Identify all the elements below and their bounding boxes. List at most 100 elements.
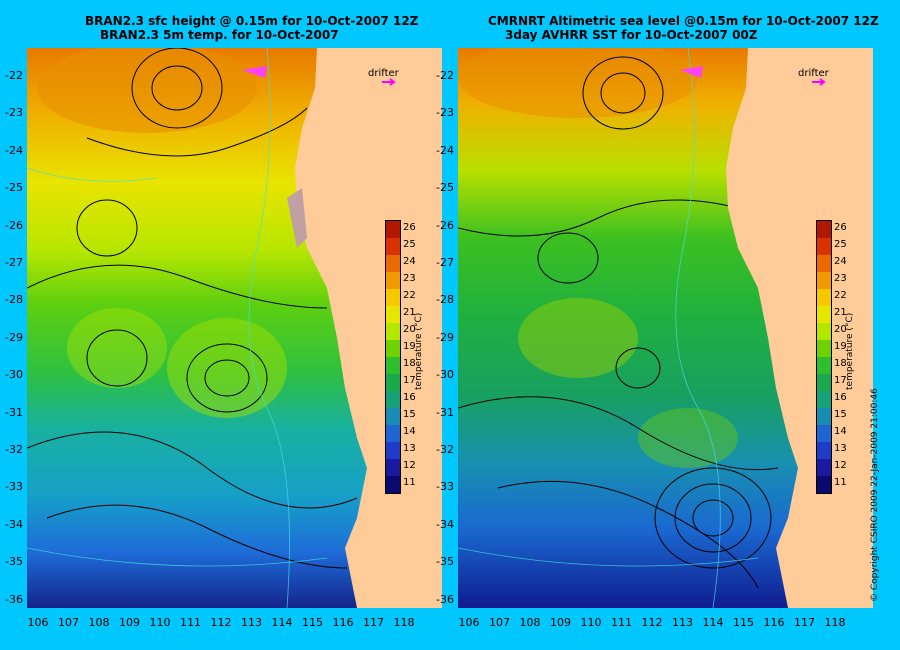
- latitude-tick-label: -34: [5, 517, 23, 531]
- colorbar-segment: [386, 425, 400, 442]
- colorbar-segment: [386, 306, 400, 323]
- latitude-tick-label: -24: [436, 143, 454, 157]
- longitude-tick-label: 111: [180, 616, 201, 629]
- longitude-tick-label: 112: [641, 616, 663, 629]
- latitude-tick-label: -26: [436, 218, 454, 232]
- longitude-tick-label: 117: [794, 616, 815, 629]
- longitude-tick-label: 110: [149, 616, 171, 629]
- drifter-arrow-right: [812, 78, 826, 86]
- colorbar-tick-label: 18: [834, 358, 847, 369]
- latitude-tick-label: -35: [436, 555, 454, 569]
- colorbar-tick-label: 26: [834, 222, 847, 233]
- latitude-tick-label: -33: [436, 480, 454, 494]
- longitude-tick-label: 116: [763, 616, 785, 629]
- colorbar-segment: [817, 306, 831, 323]
- colorbar-tick-label: 11: [834, 477, 847, 488]
- longitude-tick-label: 118: [393, 616, 415, 629]
- latitude-tick-label: -25: [5, 181, 23, 195]
- latitude-tick-label: -30: [436, 368, 454, 382]
- left-title-line1: BRAN2.3 sfc height @ 0.15m for 10-Oct-20…: [85, 14, 419, 28]
- latitude-tick-label: -22: [5, 69, 23, 82]
- colorbar-tick-label: 17: [403, 375, 416, 386]
- longitude-tick-label: 113: [241, 616, 262, 629]
- longitude-tick-label: 108: [88, 616, 110, 629]
- longitude-tick-label: 106: [27, 616, 49, 629]
- latitude-tick-label: -24: [5, 143, 23, 157]
- longitude-tick-label: 109: [119, 616, 140, 629]
- copyright-note: © Copyright CSIRO 2009 22-Jan-2009 21:00…: [870, 388, 880, 602]
- colorbar-tick-label: 20: [403, 324, 416, 335]
- longitude-tick-label: 108: [519, 616, 541, 629]
- colorbar-segment: [386, 459, 400, 476]
- right-title-line2: 3day AVHRR SST for 10-Oct-2007 00Z: [505, 28, 758, 42]
- colorbar-tick-label: 26: [403, 222, 416, 233]
- longitude-tick-label: 106: [458, 616, 480, 629]
- colorbar-segment: [386, 442, 400, 459]
- colorbar-left: [385, 220, 401, 494]
- colorbar-segment: [386, 238, 400, 255]
- longitude-tick-label: 114: [702, 616, 724, 629]
- latitude-tick-label: -27: [5, 256, 23, 269]
- colorbar-segment: [386, 221, 400, 238]
- left-title-line2: BRAN2.3 5m temp. for 10-Oct-2007: [100, 28, 339, 42]
- colorbar-segment: [817, 374, 831, 391]
- colorbar-tick-label: 13: [403, 443, 416, 454]
- colorbar-segment: [817, 272, 831, 289]
- colorbar-segment: [386, 391, 400, 408]
- latitude-tick-label: -29: [5, 330, 23, 344]
- latitude-tick-label: -35: [5, 555, 23, 569]
- colorbar-segment: [817, 408, 831, 425]
- latitude-tick-label: -23: [5, 106, 23, 120]
- colorbar-tick-label: 15: [834, 409, 847, 420]
- longitude-tick-label: 111: [611, 616, 632, 629]
- latitude-tick-label: -36: [5, 592, 23, 606]
- colorbar-tick-label: 19: [403, 341, 416, 352]
- colorbar-tick-label: 23: [834, 273, 847, 284]
- colorbar-tick-label: 16: [403, 392, 416, 403]
- longitude-tick-label: 115: [302, 616, 323, 629]
- longitude-tick-label: 107: [489, 616, 510, 629]
- drifter-label-left: drifter: [368, 68, 399, 79]
- colorbar-tick-label: 22: [834, 290, 847, 301]
- longitude-tick-label: 116: [332, 616, 354, 629]
- longitude-tick-label: 110: [580, 616, 602, 629]
- latitude-tick-label: -31: [5, 405, 23, 419]
- colorbar-segment: [817, 391, 831, 408]
- colorbar-segment: [817, 238, 831, 255]
- colorbar-tick-label: 25: [834, 239, 847, 250]
- colorbar-tick-label: 20: [834, 324, 847, 335]
- colorbar-tick-label: 14: [403, 426, 416, 437]
- latitude-tick-label: -28: [436, 293, 454, 307]
- latitude-tick-label: -25: [436, 181, 454, 195]
- longitude-tick-label: 118: [824, 616, 846, 629]
- colorbar-tick-label: 13: [834, 443, 847, 454]
- colorbar-segment: [817, 289, 831, 306]
- colorbar-segment: [817, 255, 831, 272]
- colorbar-tick-label: 12: [834, 460, 847, 471]
- colorbar-tick-label: 18: [403, 358, 416, 369]
- colorbar-segment: [386, 272, 400, 289]
- colorbar-tick-label: 23: [403, 273, 416, 284]
- colorbar-tick-label: 22: [403, 290, 416, 301]
- colorbar-segment: [817, 425, 831, 442]
- latitude-tick-label: -32: [5, 443, 23, 456]
- right-sst-map: [458, 48, 873, 608]
- latitude-tick-label: -33: [5, 480, 23, 494]
- colorbar-segment: [817, 221, 831, 238]
- longitude-tick-label: 117: [363, 616, 384, 629]
- latitude-tick-label: -23: [436, 106, 454, 120]
- longitude-tick-label: 114: [271, 616, 293, 629]
- colorbar-segment: [386, 408, 400, 425]
- longitude-tick-label: 112: [210, 616, 232, 629]
- colorbar-segment: [386, 357, 400, 374]
- colorbar-right: [816, 220, 832, 494]
- colorbar-segment: [386, 476, 400, 493]
- colorbar-tick-label: 21: [834, 307, 847, 318]
- colorbar-segment: [386, 340, 400, 357]
- longitude-tick-label: 115: [733, 616, 754, 629]
- colorbar-tick-label: 15: [403, 409, 416, 420]
- colorbar-segment: [817, 459, 831, 476]
- drifter-arrow-left: [382, 78, 396, 86]
- colorbar-segment: [817, 442, 831, 459]
- colorbar-tick-label: 19: [834, 341, 847, 352]
